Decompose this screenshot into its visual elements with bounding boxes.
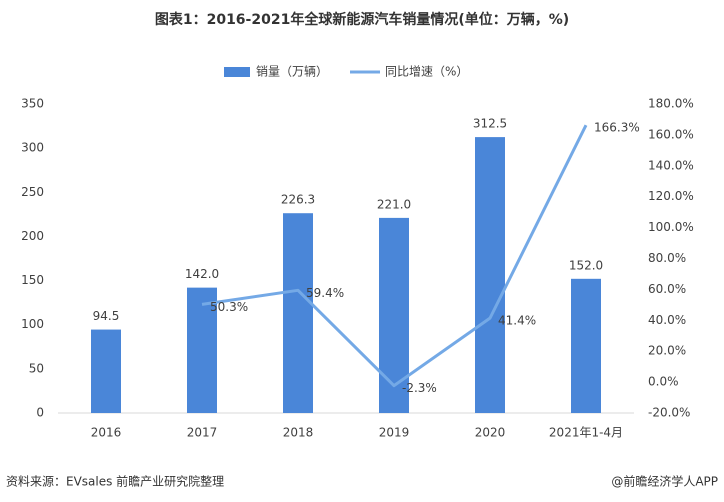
x-tick-label: 2018 xyxy=(283,426,314,440)
y-tick-label: 0 xyxy=(36,406,44,420)
legend-label: 销量（万辆） xyxy=(256,65,328,79)
x-tick-label: 2020 xyxy=(475,426,506,440)
y2-tick-label: 180.0% xyxy=(648,97,694,111)
y-tick-label: 150 xyxy=(21,273,44,287)
y2-tick-label: 160.0% xyxy=(648,127,694,141)
y2-tick-label: 40.0% xyxy=(648,313,686,327)
bar-value-label: 94.5 xyxy=(93,309,120,323)
bar xyxy=(283,213,313,413)
line-value-label: 41.4% xyxy=(498,314,536,328)
y-tick-label: 350 xyxy=(21,97,44,111)
bar-value-label: 142.0 xyxy=(185,267,219,281)
line-value-label: 59.4% xyxy=(306,286,344,300)
x-tick-label: 2016 xyxy=(91,426,122,440)
source: 资料来源：EVsales 前瞻产业研究院整理 xyxy=(6,474,224,489)
y2-tick-label: 20.0% xyxy=(648,344,686,358)
legend-swatch xyxy=(224,67,250,77)
x-tick-label: 2021年1-4月 xyxy=(549,426,623,440)
y2-tick-label: 100.0% xyxy=(648,220,694,234)
legend-label: 同比增速（%） xyxy=(385,65,468,79)
x-tick-label: 2017 xyxy=(187,426,218,440)
chart-title: 图表1：2016-2021年全球新能源汽车销量情况(单位：万辆，%) xyxy=(155,11,569,28)
x-tick-label: 2019 xyxy=(379,426,410,440)
y-tick-label: 300 xyxy=(21,141,44,155)
bar xyxy=(379,217,409,413)
bar xyxy=(475,137,505,413)
y-tick-label: 50 xyxy=(29,361,44,375)
y2-tick-label: 80.0% xyxy=(648,251,686,265)
bar xyxy=(571,278,601,413)
line-value-label: 166.3% xyxy=(594,121,640,135)
credit: @前瞻经济学人APP xyxy=(611,474,718,489)
bar xyxy=(91,329,121,413)
line xyxy=(201,124,588,388)
bar-value-label: 312.5 xyxy=(473,117,507,131)
y-tick-label: 250 xyxy=(21,185,44,199)
y2-tick-label: -20.0% xyxy=(648,406,690,420)
bar-value-label: 226.3 xyxy=(281,193,315,207)
bar xyxy=(187,287,217,413)
bar-value-label: 152.0 xyxy=(569,258,603,272)
y-tick-label: 200 xyxy=(21,229,44,243)
y-tick-label: 100 xyxy=(21,317,44,331)
line-value-label: -2.3% xyxy=(402,381,437,395)
line-value-label: 50.3% xyxy=(210,300,248,314)
y2-tick-label: 0.0% xyxy=(648,375,679,389)
y2-tick-label: 120.0% xyxy=(648,189,694,203)
bar-value-label: 221.0 xyxy=(377,197,411,211)
y2-tick-label: 60.0% xyxy=(648,282,686,296)
y2-tick-label: 140.0% xyxy=(648,158,694,172)
